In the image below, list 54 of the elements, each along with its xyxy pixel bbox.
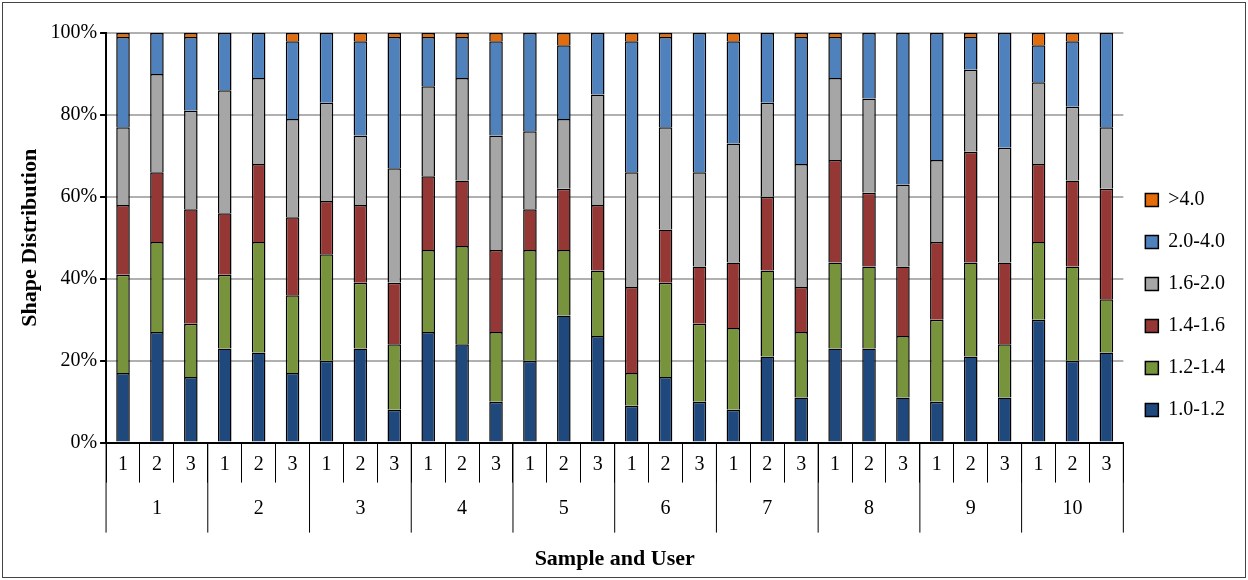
text: 3: [355, 495, 366, 518]
text: 1: [151, 495, 162, 518]
x-tick-label: 2: [558, 451, 569, 474]
legend-label: 1.4-1.6: [1168, 313, 1226, 336]
y-tick-label: 20%: [60, 347, 98, 370]
x-tick-label: 2: [355, 451, 366, 474]
x-tick-label: 2: [965, 451, 976, 474]
x-tick-label: 3: [897, 451, 908, 474]
y-tick-label: 80%: [60, 102, 98, 125]
y-tick-label: 100%: [50, 20, 98, 43]
x-tick-label: 1: [321, 451, 332, 474]
x-tick-label: 3: [999, 451, 1010, 474]
x-tick-label: 3: [287, 451, 298, 474]
text: 2: [253, 495, 264, 518]
legend-label: >4.0: [1168, 187, 1205, 210]
x-tick-label: 1: [931, 451, 942, 474]
legend-label: 1.6-2.0: [1168, 271, 1226, 294]
x-tick-label: 2: [253, 451, 264, 474]
x-tick-label: 3: [1101, 451, 1112, 474]
x-tick-label: 1: [626, 451, 637, 474]
legend-label: 1.0-1.2: [1168, 397, 1226, 420]
x-tick-label: 2: [660, 451, 671, 474]
text: 8: [864, 495, 875, 518]
x-tick-label: 2: [864, 451, 875, 474]
x-tick-label: 1: [830, 451, 841, 474]
x-tick-label: 2: [1067, 451, 1078, 474]
legend-label: 1.2-1.4: [1168, 355, 1226, 378]
text: 5: [558, 495, 569, 518]
text: 10: [1062, 495, 1083, 518]
y-tick-label: 60%: [60, 184, 98, 207]
x-tick-label: 3: [694, 451, 705, 474]
x-tick-label: 3: [185, 451, 196, 474]
text: 6: [660, 495, 671, 518]
x-tick-label: 2: [762, 451, 773, 474]
x-tick-label: 1: [118, 451, 129, 474]
x-tick-label: 1: [423, 451, 434, 474]
x-tick-label: 3: [796, 451, 807, 474]
text: 4: [457, 495, 468, 518]
y-tick-label: 40%: [60, 266, 98, 289]
x-tick-label: 1: [728, 451, 739, 474]
x-axis-title: Sample and User: [534, 545, 695, 571]
y-tick-label: 0%: [70, 429, 98, 452]
x-tick-label: 1: [1033, 451, 1044, 474]
x-tick-label: 1: [219, 451, 230, 474]
x-tick-label: 2: [457, 451, 468, 474]
legend-label: 2.0-4.0: [1168, 229, 1226, 252]
text: 7: [762, 495, 773, 518]
x-tick-label: 1: [524, 451, 535, 474]
x-tick-label: 3: [592, 451, 603, 474]
x-tick-label: 2: [151, 451, 162, 474]
x-tick-label: 3: [389, 451, 400, 474]
text: 9: [965, 495, 976, 518]
y-axis-title: Shape Distribution: [15, 148, 41, 327]
x-tick-label: 3: [491, 451, 502, 474]
